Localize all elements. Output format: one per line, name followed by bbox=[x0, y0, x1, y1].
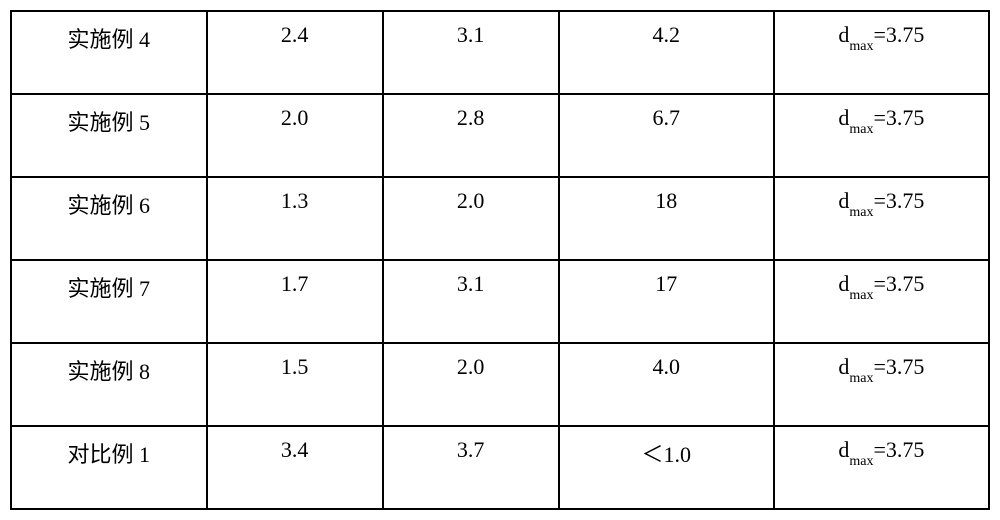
cell-value-2: 2.0 bbox=[383, 177, 559, 260]
cell-label: 实施例 4 bbox=[11, 11, 207, 94]
cell-label: 实施例 5 bbox=[11, 94, 207, 177]
dmax-suffix: =3.75 bbox=[874, 354, 925, 379]
cell-dmax: dmax=3.75 bbox=[774, 260, 989, 343]
cell-value-1: 1.5 bbox=[207, 343, 383, 426]
dmax-suffix: =3.75 bbox=[874, 271, 925, 296]
cell-value-1: 2.4 bbox=[207, 11, 383, 94]
table-body: 实施例 4 2.4 3.1 4.2 dmax=3.75 实施例 5 2.0 2.… bbox=[11, 11, 989, 509]
table-row: 实施例 5 2.0 2.8 6.7 dmax=3.75 bbox=[11, 94, 989, 177]
dmax-prefix: d bbox=[838, 354, 849, 379]
cell-dmax: dmax=3.75 bbox=[774, 177, 989, 260]
cell-value-3: ＜1.0 bbox=[559, 426, 774, 509]
cell-label: 实施例 8 bbox=[11, 343, 207, 426]
cell-dmax: dmax=3.75 bbox=[774, 94, 989, 177]
cell-value-3: 4.0 bbox=[559, 343, 774, 426]
table-row: 实施例 6 1.3 2.0 18 dmax=3.75 bbox=[11, 177, 989, 260]
dmax-suffix: =3.75 bbox=[874, 188, 925, 213]
cell-dmax: dmax=3.75 bbox=[774, 11, 989, 94]
dmax-prefix: d bbox=[838, 22, 849, 47]
dmax-suffix: =3.75 bbox=[874, 437, 925, 462]
cell-value-3: 18 bbox=[559, 177, 774, 260]
cell-value-1: 3.4 bbox=[207, 426, 383, 509]
data-table: 实施例 4 2.4 3.1 4.2 dmax=3.75 实施例 5 2.0 2.… bbox=[10, 10, 990, 510]
cell-dmax: dmax=3.75 bbox=[774, 343, 989, 426]
cell-value-3: 17 bbox=[559, 260, 774, 343]
cell-label: 实施例 6 bbox=[11, 177, 207, 260]
cell-value-3: 6.7 bbox=[559, 94, 774, 177]
dmax-prefix: d bbox=[838, 271, 849, 296]
dmax-suffix: =3.75 bbox=[874, 105, 925, 130]
cell-value-2: 3.1 bbox=[383, 11, 559, 94]
dmax-subscript: max bbox=[849, 454, 873, 469]
dmax-subscript: max bbox=[849, 122, 873, 137]
dmax-prefix: d bbox=[838, 105, 849, 130]
cell-dmax: dmax=3.75 bbox=[774, 426, 989, 509]
dmax-suffix: =3.75 bbox=[874, 22, 925, 47]
table-row: 实施例 8 1.5 2.0 4.0 dmax=3.75 bbox=[11, 343, 989, 426]
cell-value-2: 3.7 bbox=[383, 426, 559, 509]
dmax-subscript: max bbox=[849, 205, 873, 220]
cell-value-1: 1.7 bbox=[207, 260, 383, 343]
cell-value-2: 3.1 bbox=[383, 260, 559, 343]
cell-value-2: 2.0 bbox=[383, 343, 559, 426]
data-table-container: 实施例 4 2.4 3.1 4.2 dmax=3.75 实施例 5 2.0 2.… bbox=[10, 10, 990, 510]
dmax-subscript: max bbox=[849, 371, 873, 386]
cell-label: 对比例 1 bbox=[11, 426, 207, 509]
dmax-subscript: max bbox=[849, 288, 873, 303]
cell-value-3: 4.2 bbox=[559, 11, 774, 94]
dmax-prefix: d bbox=[838, 437, 849, 462]
cell-label: 实施例 7 bbox=[11, 260, 207, 343]
table-row: 实施例 4 2.4 3.1 4.2 dmax=3.75 bbox=[11, 11, 989, 94]
table-row: 对比例 1 3.4 3.7 ＜1.0 dmax=3.75 bbox=[11, 426, 989, 509]
cell-value-2: 2.8 bbox=[383, 94, 559, 177]
cell-value-1: 1.3 bbox=[207, 177, 383, 260]
table-row: 实施例 7 1.7 3.1 17 dmax=3.75 bbox=[11, 260, 989, 343]
dmax-subscript: max bbox=[849, 39, 873, 54]
cell-value-1: 2.0 bbox=[207, 94, 383, 177]
dmax-prefix: d bbox=[838, 188, 849, 213]
